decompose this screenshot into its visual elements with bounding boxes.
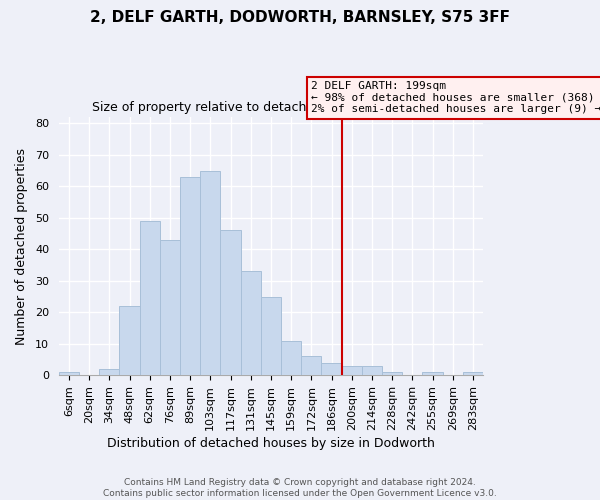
- Bar: [99, 369, 119, 375]
- Bar: [362, 366, 382, 375]
- Bar: [140, 221, 160, 375]
- Bar: [261, 296, 281, 375]
- Bar: [241, 272, 261, 375]
- Bar: [180, 177, 200, 375]
- Bar: [119, 306, 140, 375]
- Text: 2 DELF GARTH: 199sqm
← 98% of detached houses are smaller (368)
2% of semi-detac: 2 DELF GARTH: 199sqm ← 98% of detached h…: [311, 82, 600, 114]
- Title: Size of property relative to detached houses in Dodworth: Size of property relative to detached ho…: [92, 102, 450, 114]
- Bar: [160, 240, 180, 375]
- Bar: [301, 356, 322, 375]
- Text: 2, DELF GARTH, DODWORTH, BARNSLEY, S75 3FF: 2, DELF GARTH, DODWORTH, BARNSLEY, S75 3…: [90, 10, 510, 25]
- Bar: [200, 170, 220, 375]
- Bar: [59, 372, 79, 375]
- Text: Contains HM Land Registry data © Crown copyright and database right 2024.
Contai: Contains HM Land Registry data © Crown c…: [103, 478, 497, 498]
- Bar: [220, 230, 241, 375]
- Bar: [322, 362, 341, 375]
- Bar: [382, 372, 402, 375]
- Bar: [422, 372, 443, 375]
- Y-axis label: Number of detached properties: Number of detached properties: [15, 148, 28, 344]
- X-axis label: Distribution of detached houses by size in Dodworth: Distribution of detached houses by size …: [107, 437, 435, 450]
- Bar: [341, 366, 362, 375]
- Bar: [463, 372, 483, 375]
- Bar: [281, 340, 301, 375]
